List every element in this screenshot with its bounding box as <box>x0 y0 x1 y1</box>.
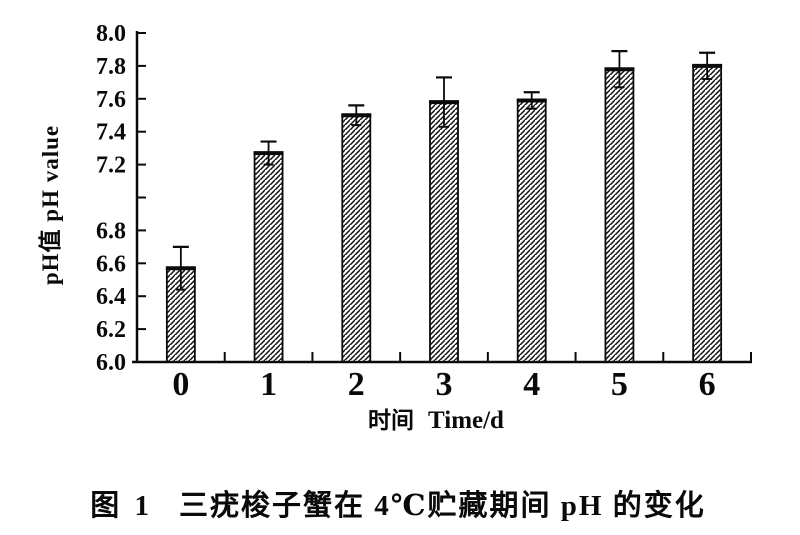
ph-bar-chart: 8.0 7.8 7.6 7.4 7.2 6.8 6.6 6.4 6.2 6.0 0 1 2 3 4 5 6 <box>96 21 752 403</box>
x-axis-title-latin: Time/d <box>428 407 504 434</box>
figure-caption-text: 三疣梭子蟹在 4℃贮藏期间 pH 的变化 <box>179 490 706 522</box>
axes-layer <box>132 31 752 364</box>
bar-day-5 <box>604 68 635 363</box>
bar-day-6 <box>692 65 723 363</box>
y-tick-label: 7.6 <box>96 87 126 113</box>
x-axis-title-cjk: 时间 <box>368 408 415 433</box>
figure-caption-number: 图 1 <box>90 490 154 522</box>
y-tick-label: 7.4 <box>96 120 126 146</box>
y-tick-label: 6.2 <box>96 317 126 343</box>
x-axis-title: 时间 Time/d <box>368 401 504 435</box>
x-tick-label: 5 <box>611 366 628 403</box>
y-tick-label: 7.2 <box>96 153 126 179</box>
y-tick-label: 7.8 <box>96 54 126 80</box>
y-tick-label: 6.6 <box>96 251 126 277</box>
x-tick-label: 6 <box>699 366 716 403</box>
x-tick-label: 1 <box>260 366 277 403</box>
bars-layer <box>165 49 723 363</box>
bar-day-2 <box>341 114 372 363</box>
y-tick-label: 6.4 <box>96 284 126 310</box>
y-tick-label: 6.0 <box>96 350 126 376</box>
x-tick-label: 0 <box>172 366 189 403</box>
bar-day-4 <box>516 99 547 363</box>
y-tick-label: 6.8 <box>96 218 126 244</box>
figure-caption: 图 1 三疣梭子蟹在 4℃贮藏期间 pH 的变化 <box>90 482 705 524</box>
bar-day-1 <box>253 152 284 363</box>
bar-day-3 <box>429 101 459 363</box>
y-tick-label: 8.0 <box>96 21 126 47</box>
y-axis-title: pH值 pH value <box>38 124 63 286</box>
tick-labels-layer: 8.0 7.8 7.6 7.4 7.2 6.8 6.6 6.4 6.2 6.0 0 1 2 3 4 5 6 <box>96 21 716 403</box>
x-tick-label: 3 <box>436 366 453 403</box>
x-tick-label: 4 <box>523 366 540 403</box>
x-tick-label: 2 <box>348 366 365 403</box>
